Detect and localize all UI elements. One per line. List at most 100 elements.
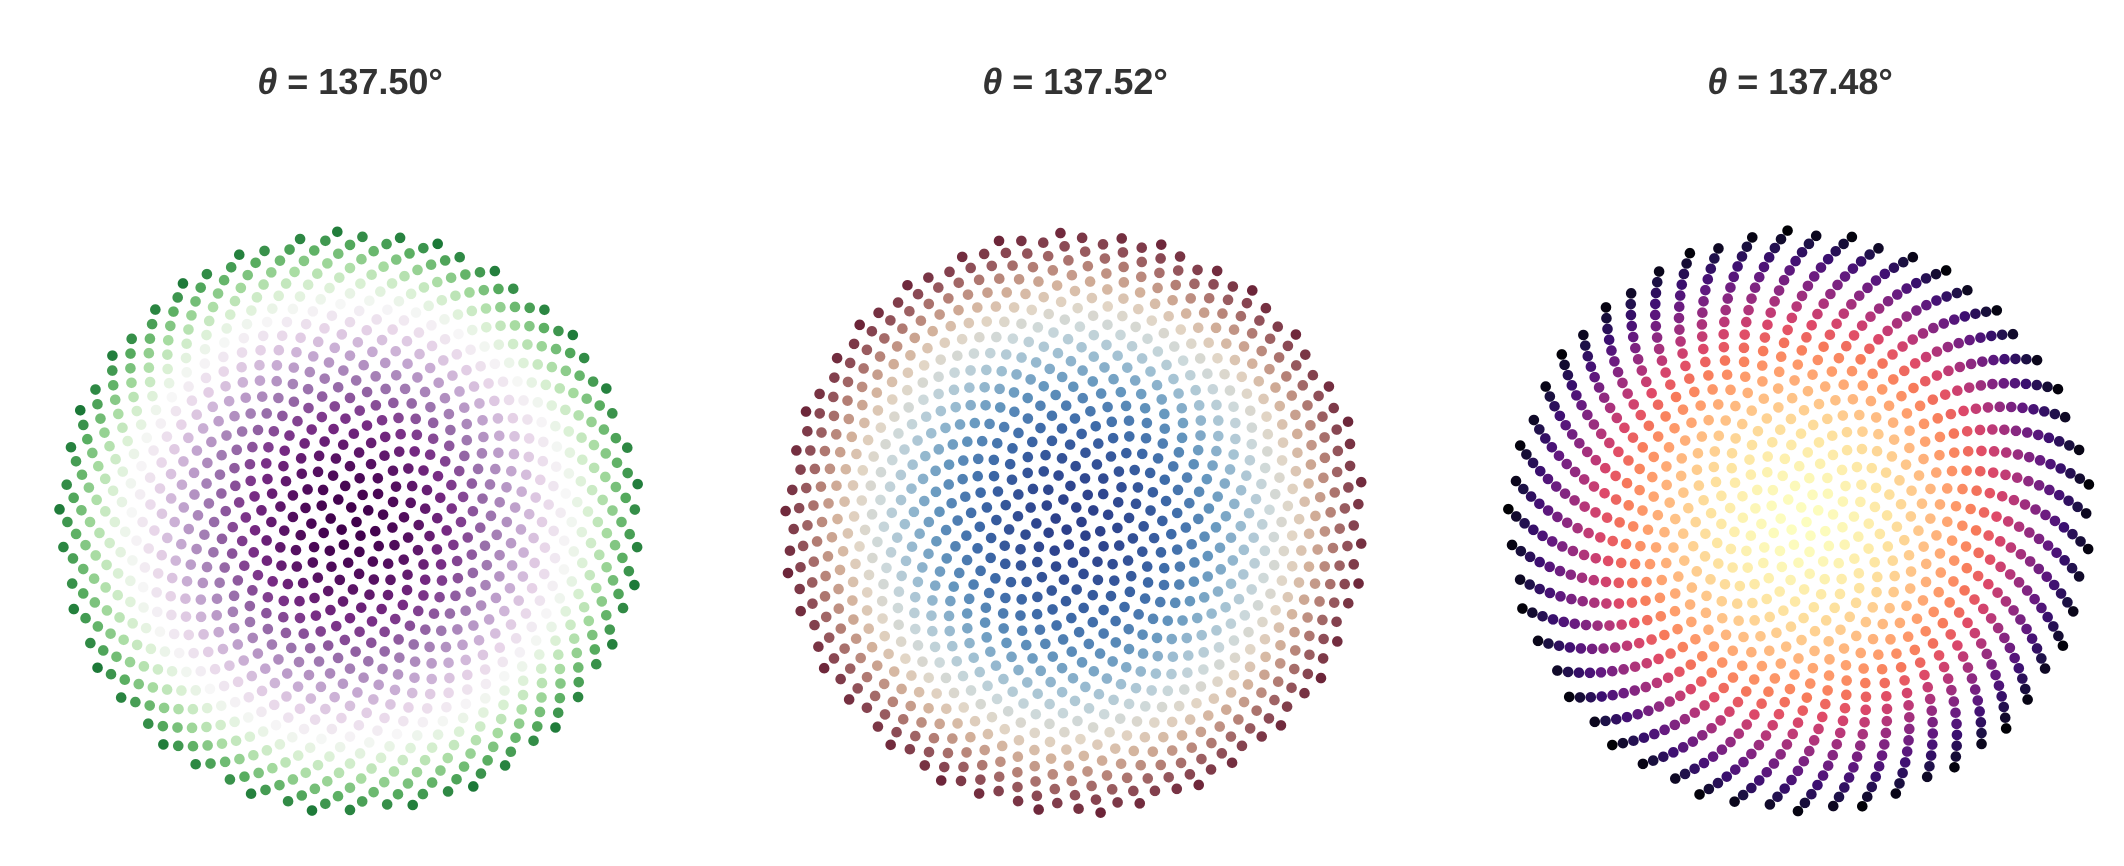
panel-2-point <box>1293 577 1305 588</box>
panel-1-point <box>426 320 437 331</box>
panel-2-point <box>904 743 916 755</box>
panel-1-point <box>499 760 511 771</box>
panel-2-point <box>1161 359 1172 371</box>
panel-1-point <box>406 480 418 492</box>
panel-3-point <box>1926 705 1938 717</box>
panel-1-point <box>207 301 219 313</box>
panel-3-point <box>1822 413 1833 425</box>
panel-3-point <box>1674 690 1686 702</box>
panel-1-point <box>590 658 602 670</box>
panel-2-point <box>1056 662 1068 674</box>
panel-2-point <box>1138 521 1149 532</box>
panel-2-point <box>954 419 966 430</box>
panel-3-point <box>2022 694 2033 705</box>
panel-2-point <box>1166 633 1178 645</box>
panel-2-point <box>1222 294 1234 306</box>
panel-3-point <box>1838 643 1850 654</box>
panel-2-point <box>1098 628 1109 639</box>
panel-2-point <box>1274 658 1286 669</box>
panel-1-point <box>364 295 375 307</box>
panel-3-point <box>2028 404 2039 415</box>
panel-1-point <box>322 775 333 787</box>
panel-2-point <box>1032 591 1043 603</box>
panel-3-point <box>1776 561 1788 573</box>
panel-1-point <box>617 552 628 564</box>
panel-2-point <box>1097 239 1109 250</box>
panel-1-point <box>465 748 476 759</box>
panel-2-point <box>1077 365 1088 376</box>
panel-1-point <box>568 387 579 399</box>
panel-3-point <box>2036 602 2047 614</box>
panel-2-point <box>998 673 1009 685</box>
panel-3-point <box>1812 505 1824 516</box>
panel-1-point <box>130 696 141 708</box>
panel-2-point <box>1087 310 1099 322</box>
panel-1-point <box>418 465 429 476</box>
panel-3-point <box>1713 243 1724 254</box>
panel-1-point <box>236 426 248 437</box>
panel-2-point <box>816 516 828 528</box>
panel-2-point <box>1319 452 1331 464</box>
panel-3-point <box>1716 518 1727 530</box>
panel-2-point <box>1142 333 1153 345</box>
panel-1-point <box>601 527 613 539</box>
panel-1-point <box>344 700 356 712</box>
panel-2-point <box>1001 287 1013 298</box>
panel-2-point <box>1043 484 1054 496</box>
panel-1-point <box>526 582 538 594</box>
panel-2-point <box>819 591 831 602</box>
panel-3-point <box>1609 642 1621 653</box>
panel-2-point <box>923 298 935 310</box>
panel-2-point <box>1306 439 1317 451</box>
panel-3-point <box>1778 605 1789 616</box>
panel-2-point <box>1086 780 1097 792</box>
panel-2-point <box>1082 489 1094 501</box>
panel-1-point <box>256 706 267 718</box>
panel-1-point <box>523 433 535 444</box>
panel-2-point <box>1300 349 1311 360</box>
panel-3-point <box>1927 638 1939 649</box>
panel-1-point <box>564 447 576 458</box>
panel-1-point <box>268 699 280 711</box>
panel-1-point <box>494 642 506 653</box>
panel-1-point <box>280 475 292 487</box>
panel-3-point <box>2053 630 2064 642</box>
panel-1-point <box>541 608 552 619</box>
panel-1-point <box>431 544 443 555</box>
panel-2-point <box>1076 341 1087 353</box>
panel-1-point <box>508 448 520 460</box>
panel-2-point <box>852 683 863 694</box>
panel-2-point <box>1144 467 1156 479</box>
panel-1-point <box>370 400 382 411</box>
panel-1-point <box>363 737 375 748</box>
panel-2-point <box>877 613 888 624</box>
panel-2-point <box>1276 575 1288 586</box>
panel-3-point <box>1710 476 1722 488</box>
panel-3-point <box>1653 653 1664 665</box>
panel-3-point <box>1998 378 2010 389</box>
panel-1-point <box>261 607 272 619</box>
panel-3-point <box>1600 462 1611 474</box>
panel-3-point <box>1524 551 1536 563</box>
panel-2-point <box>847 576 859 588</box>
panel-3-point <box>2019 683 2031 695</box>
panel-1-point <box>419 574 431 586</box>
panel-3-point <box>1813 437 1825 448</box>
panel-3-point <box>1603 334 1615 346</box>
panel-2-point <box>933 282 944 293</box>
panel-1-point <box>189 489 200 500</box>
panel-3-point <box>1932 413 1944 424</box>
panel-3-point <box>1950 500 1962 512</box>
panel-2-point <box>1142 577 1154 588</box>
panel-3-point <box>1973 547 1984 559</box>
panel-2-point <box>923 272 934 283</box>
panel-3-point <box>1746 439 1758 451</box>
panel-3-point <box>1550 481 1562 492</box>
panel-2-point <box>835 623 847 634</box>
panel-1-point <box>125 596 136 608</box>
panel-3-point <box>1992 622 2004 634</box>
panel-1-point <box>201 702 213 714</box>
panel-2-point <box>919 495 930 507</box>
panel-1-point <box>478 707 489 718</box>
panel-3-point <box>1747 597 1758 609</box>
